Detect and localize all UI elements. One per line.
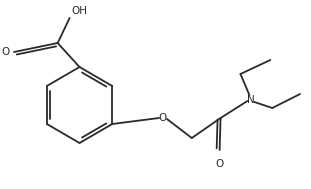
- Text: O: O: [2, 47, 10, 57]
- Text: O: O: [216, 159, 224, 169]
- Text: N: N: [247, 95, 254, 105]
- Text: O: O: [159, 113, 167, 123]
- Text: OH: OH: [72, 6, 88, 16]
